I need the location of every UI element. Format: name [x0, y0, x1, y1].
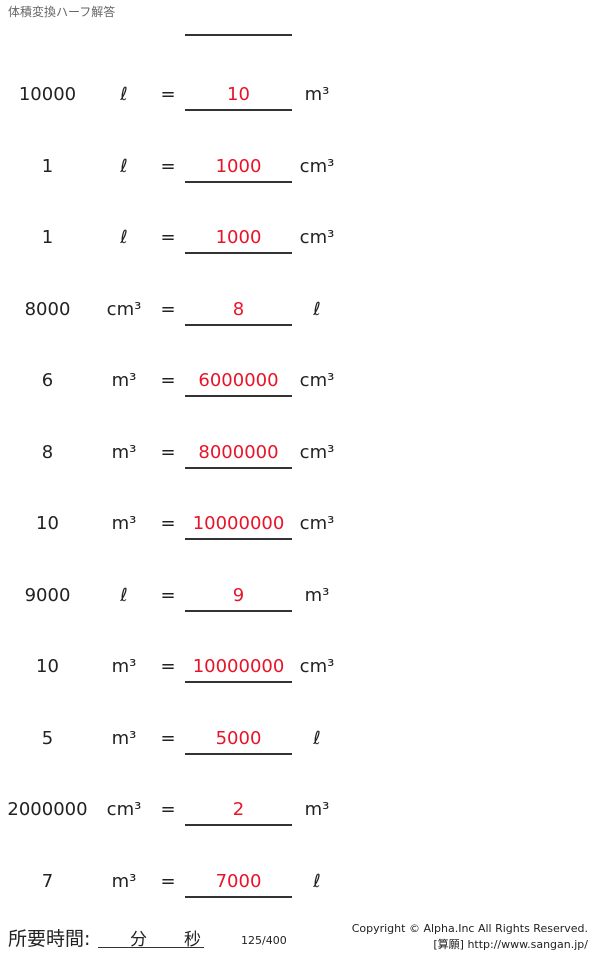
- problem-row: 7 m³ = 7000 ℓ: [0, 867, 600, 898]
- from-unit: m³: [111, 370, 137, 391]
- given-value: 1: [41, 155, 54, 177]
- answer-field[interactable]: 8000000: [185, 438, 292, 469]
- time-label: 所要時間:: [8, 928, 91, 950]
- problem-row: 5 m³ = 5000 ℓ: [0, 724, 600, 755]
- given-value: 8: [41, 441, 54, 463]
- copyright-text: Copyright © Alpha.Inc All Rights Reserve…: [351, 922, 588, 935]
- from-unit: m³: [111, 441, 137, 463]
- problem-row: 6 m³ = 6000000 cm³: [0, 366, 600, 397]
- answer-field[interactable]: 10000000: [185, 652, 292, 683]
- site-link[interactable]: [算願] http://www.sangan.jp/: [433, 938, 588, 951]
- answer-field[interactable]: 6000000: [185, 366, 292, 397]
- equals-sign: =: [160, 227, 176, 248]
- answer-field[interactable]: 10000000: [185, 509, 292, 540]
- copyright: Copyright © Alpha.Inc All Rights Reserve…: [352, 921, 588, 953]
- equals-sign: =: [160, 870, 176, 892]
- to-unit: m³: [304, 584, 330, 606]
- from-unit: cm³: [106, 298, 142, 320]
- problem-row: 1 ℓ = 1000 cm³: [0, 152, 600, 183]
- answer-field[interactable]: 1000: [185, 152, 292, 183]
- given-value: 10000: [18, 84, 77, 105]
- time-field[interactable]: 分 秒: [98, 925, 204, 950]
- equals-sign: =: [160, 370, 176, 391]
- from-unit: ℓ: [120, 584, 128, 606]
- from-unit: ℓ: [120, 84, 128, 105]
- equals-sign: =: [160, 155, 176, 177]
- worksheet-title: 体積変換ハーフ解答: [8, 5, 116, 19]
- seconds-label: 秒: [184, 930, 201, 950]
- from-unit: ℓ: [120, 227, 128, 248]
- to-unit: m³: [304, 799, 330, 820]
- given-value: 10: [36, 513, 59, 534]
- to-unit: cm³: [299, 513, 335, 534]
- page-number: 125/400: [241, 934, 287, 947]
- from-unit: m³: [111, 727, 137, 749]
- problem-row: 10 m³ = 10000000 cm³: [0, 652, 600, 683]
- to-unit: ℓ: [313, 727, 321, 749]
- to-unit: m³: [304, 84, 330, 105]
- problem-row: 1 ℓ = 1000 cm³: [0, 223, 600, 254]
- to-unit: ℓ: [313, 298, 321, 320]
- given-value: 2000000: [7, 799, 88, 820]
- answer-field[interactable]: 8: [185, 295, 292, 326]
- to-unit: cm³: [299, 370, 335, 391]
- equals-sign: =: [160, 799, 176, 820]
- to-unit: cm³: [299, 441, 335, 463]
- problem-row: 10000 ℓ = 10 m³: [0, 80, 600, 111]
- equals-sign: =: [160, 84, 176, 105]
- answer-field[interactable]: 7000: [185, 867, 292, 898]
- given-value: 10: [36, 656, 59, 677]
- given-value: 1: [41, 227, 54, 248]
- problem-row: 8000 cm³ = 8 ℓ: [0, 295, 600, 326]
- equals-sign: =: [160, 298, 176, 320]
- problem-row: 2000000 cm³ = 2 m³: [0, 795, 600, 826]
- problem-row: 10 m³ = 10000000 cm³: [0, 509, 600, 540]
- problem-row: 9000 ℓ = 9 m³: [0, 581, 600, 612]
- from-unit: m³: [111, 513, 137, 534]
- answer-field[interactable]: 9: [185, 581, 292, 612]
- given-value: 6: [41, 370, 54, 391]
- to-unit: cm³: [299, 227, 335, 248]
- equals-sign: =: [160, 513, 176, 534]
- to-unit: ℓ: [313, 870, 321, 892]
- from-unit: m³: [111, 656, 137, 677]
- from-unit: ℓ: [120, 155, 128, 177]
- equals-sign: =: [160, 441, 176, 463]
- problem-row: 8 m³ = 8000000 cm³: [0, 438, 600, 469]
- to-unit: cm³: [299, 155, 335, 177]
- given-value: 5: [41, 727, 54, 749]
- given-value: 9000: [24, 584, 71, 606]
- answer-field[interactable]: 2: [185, 795, 292, 826]
- equals-sign: =: [160, 727, 176, 749]
- from-unit: cm³: [106, 799, 142, 820]
- given-value: 7: [41, 870, 54, 892]
- answer-field[interactable]: 1000: [185, 223, 292, 254]
- to-unit: cm³: [299, 656, 335, 677]
- given-value: 8000: [24, 298, 71, 320]
- minutes-label: 分: [130, 930, 147, 950]
- answer-field[interactable]: 5000: [185, 724, 292, 755]
- equals-sign: =: [160, 584, 176, 606]
- answer-field[interactable]: 10: [185, 80, 292, 111]
- from-unit: m³: [111, 870, 137, 892]
- equals-sign: =: [160, 656, 176, 677]
- header-line: [185, 34, 292, 36]
